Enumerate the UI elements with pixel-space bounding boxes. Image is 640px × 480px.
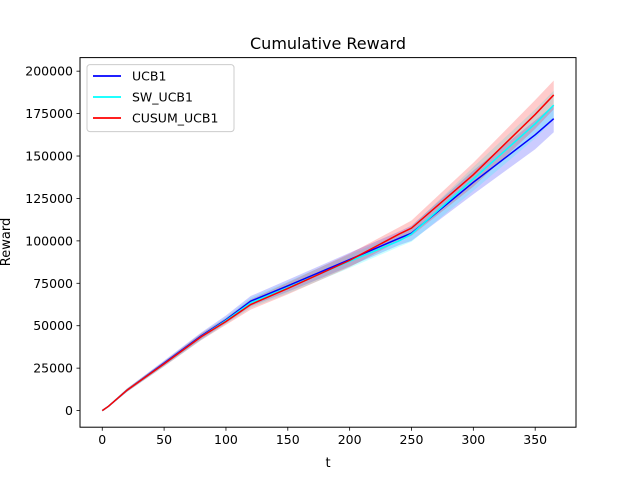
legend-box [86, 64, 235, 133]
y-tick-label: 75000 [33, 276, 73, 291]
y-tick-label: 125000 [25, 191, 73, 206]
x-tick-label: 200 [338, 432, 362, 447]
x-tick-label: 100 [214, 432, 238, 447]
y-tick-label: 25000 [33, 361, 73, 376]
x-tick-label: 350 [523, 432, 547, 447]
chart-title: Cumulative Reward [250, 34, 406, 53]
y-tick-label: 150000 [25, 149, 73, 164]
plot-frame [79, 57, 577, 428]
x-axis-label: t [325, 456, 330, 471]
band-sw-ucb1 [102, 90, 554, 411]
legend-items: UCB1 SW_UCB1 CUSUM_UCB1 [93, 69, 218, 126]
series-lines [101, 94, 555, 412]
line-cusum-ucb1 [101, 94, 555, 412]
y-tick-label: 50000 [33, 318, 73, 333]
x-tick-label: 300 [461, 432, 485, 447]
y-tick-label: 200000 [25, 64, 73, 79]
y-axis-label: Reward [0, 218, 14, 266]
x-tick-label: 0 [98, 432, 106, 447]
x-tick-label: 50 [156, 432, 172, 447]
y-tick-label: 175000 [25, 106, 73, 121]
legend-label: UCB1 [132, 69, 166, 84]
legend-label: SW_UCB1 [132, 90, 193, 105]
x-tick-label: 250 [400, 432, 424, 447]
y-axis: 0 25000 50000 75000 100000 125000 150000 175000… [25, 64, 80, 418]
x-tick-label: 150 [276, 432, 300, 447]
y-tick-label: 100000 [25, 233, 73, 248]
x-axis: 0 50 100 150 200 250 300 350 [98, 427, 547, 447]
y-tick-label: 0 [65, 403, 73, 418]
legend: UCB1 SW_UCB1 CUSUM_UCB1 [86, 64, 235, 133]
legend-label: CUSUM_UCB1 [132, 111, 218, 126]
